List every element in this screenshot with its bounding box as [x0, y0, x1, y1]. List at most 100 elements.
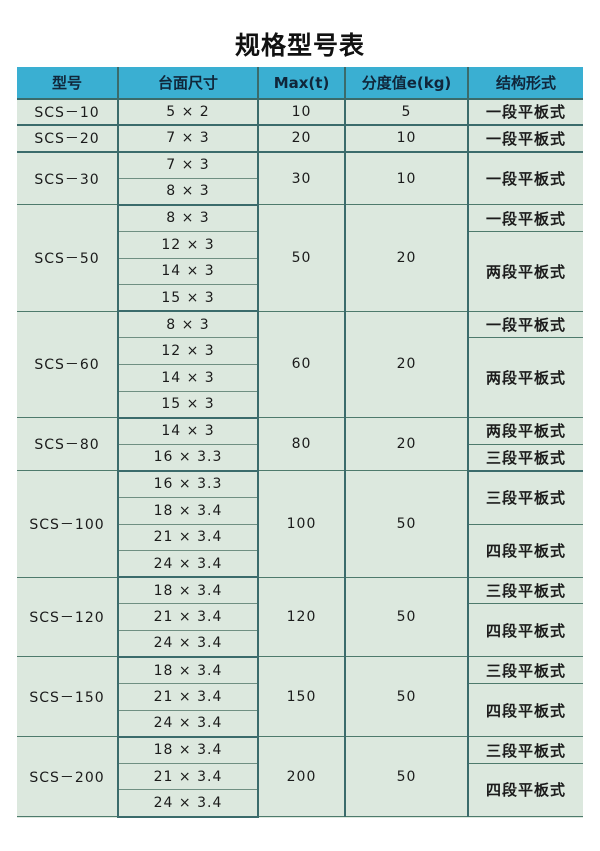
cell-structure-type: 三段平板式 [467, 736, 583, 764]
table-row: 21 × 3.4 四段平板式 [17, 603, 583, 658]
column-header-struct: 结构形式 [467, 67, 583, 100]
cell-max: 20 [257, 125, 346, 153]
table-row: 8 × 3 [17, 178, 583, 206]
cell-max: 200 [257, 736, 346, 818]
column-header-max: Max(t) [257, 67, 346, 100]
cell-structure-type: 一段平板式 [467, 98, 583, 127]
table-row: SCS－120 18 × 3.4 120 50 三段平板式 [17, 577, 583, 658]
table-row: 24 × 3.4 [17, 550, 583, 579]
cell-model: SCS－10 [17, 98, 119, 127]
table-header-row: 型号 台面尺寸 Max(t) 分度值e(kg) 结构形式 [17, 67, 583, 100]
cell-max: 120 [257, 577, 346, 658]
table-row: SCS－200 18 × 3.4 200 50 三段平板式 [17, 736, 583, 818]
table-row: SCS－10 5 × 2 10 5 一段平板式 [17, 98, 583, 127]
cell-size: 24 × 3.4 [118, 630, 258, 658]
cell-size: 14 × 3 [118, 364, 258, 392]
cell-division-value: 50 [344, 470, 469, 578]
cell-max: 10 [257, 98, 346, 127]
table-row: 14 × 3 [17, 364, 583, 392]
cell-structure-type: 四段平板式 [467, 603, 583, 658]
spec-table-container: 型号 台面尺寸 Max(t) 分度值e(kg) 结构形式 SCS－10 5 × 2 10 5 一… [17, 67, 583, 818]
cell-size: 18 × 3.4 [117, 656, 259, 685]
cell-size: 16 × 3.3 [117, 470, 259, 498]
cell-size: 7 × 3 [117, 151, 259, 179]
cell-structure-type: 两段平板式 [467, 337, 583, 419]
cell-size: 16 × 3.3 [118, 444, 259, 472]
cell-model: SCS－20 [17, 125, 119, 153]
table-row: 15 × 3 [17, 391, 583, 419]
cell-size: 24 × 3.4 [118, 550, 258, 579]
cell-size: 21 × 3.4 [118, 763, 259, 791]
table-row: 18 × 3.4 [17, 497, 583, 525]
cell-size: 8 × 3 [117, 311, 259, 339]
column-header-size: 台面尺寸 [117, 67, 259, 100]
cell-size: 15 × 3 [118, 391, 258, 419]
table-row: 12 × 3 两段平板式 [17, 337, 583, 419]
table-row: 12 × 3 两段平板式 [17, 231, 583, 312]
cell-max: 80 [257, 417, 346, 472]
cell-size: 15 × 3 [118, 284, 258, 313]
table-row: 21 × 3.4 四段平板式 [17, 683, 583, 738]
cell-division-value: 50 [344, 656, 469, 738]
cell-max: 100 [257, 470, 346, 578]
table-row: 14 × 3 [17, 258, 583, 286]
cell-size: 14 × 3 [117, 417, 259, 445]
cell-model: SCS－80 [17, 417, 119, 472]
cell-structure-type: 一段平板式 [467, 151, 583, 206]
column-header-e: 分度值e(kg) [344, 67, 469, 100]
table-row: 24 × 3.4 [17, 630, 583, 658]
cell-structure-type: 三段平板式 [467, 577, 583, 605]
cell-structure-type: 三段平板式 [467, 656, 583, 685]
cell-model: SCS－50 [17, 204, 119, 312]
cell-max: 150 [257, 656, 346, 738]
cell-size: 8 × 3 [118, 178, 258, 206]
cell-size: 21 × 3.4 [118, 524, 259, 552]
cell-size: 5 × 2 [117, 98, 259, 127]
cell-max: 30 [257, 151, 346, 206]
cell-model: SCS－30 [17, 151, 119, 206]
cell-max: 60 [257, 311, 346, 419]
cell-size: 8 × 3 [117, 204, 259, 232]
cell-max: 50 [257, 204, 346, 312]
table-row: SCS－80 14 × 3 80 20 两段平板式 [17, 417, 583, 472]
cell-division-value: 50 [344, 736, 469, 818]
cell-model: SCS－60 [17, 311, 119, 419]
cell-structure-type: 一段平板式 [467, 311, 583, 339]
cell-division-value: 10 [344, 125, 469, 153]
cell-size: 7 × 3 [117, 125, 259, 153]
cell-division-value: 5 [344, 98, 469, 127]
cell-size: 21 × 3.4 [118, 603, 259, 631]
cell-division-value: 20 [344, 417, 469, 472]
table-body: SCS－10 5 × 2 10 5 一段平板式 SCS－20 7 × 3 20 10 一段平板式 S… [17, 98, 583, 818]
table-row: 24 × 3.4 [17, 710, 583, 738]
page-title: 规格型号表 [234, 31, 365, 60]
cell-size: 18 × 3.4 [118, 497, 258, 525]
cell-structure-type: 两段平板式 [467, 231, 583, 312]
cell-structure-type: 两段平板式 [467, 417, 583, 445]
cell-structure-type: 四段平板式 [467, 763, 583, 818]
table-row: SCS－100 16 × 3.3 100 50 三段平板式 [17, 470, 583, 578]
column-header-model: 型号 [17, 67, 119, 100]
table-row: 21 × 3.4 四段平板式 [17, 763, 583, 818]
cell-division-value: 20 [344, 311, 469, 419]
cell-division-value: 50 [344, 577, 469, 658]
cell-size: 12 × 3 [118, 337, 259, 365]
cell-size: 24 × 3.4 [118, 789, 258, 818]
table-row: 16 × 3.3 三段平板式 [17, 444, 583, 472]
cell-size: 14 × 3 [118, 258, 258, 286]
cell-division-value: 10 [344, 151, 469, 206]
cell-division-value: 20 [344, 204, 469, 312]
cell-size: 18 × 3.4 [117, 736, 259, 764]
cell-size: 18 × 3.4 [117, 577, 259, 605]
table-row: SCS－30 7 × 3 30 10 一段平板式 [17, 151, 583, 206]
cell-structure-type: 四段平板式 [467, 524, 583, 578]
table-row: 24 × 3.4 [17, 789, 583, 818]
cell-structure-type: 四段平板式 [467, 683, 583, 738]
table-header: 型号 台面尺寸 Max(t) 分度值e(kg) 结构形式 [17, 67, 583, 100]
cell-model: SCS－100 [17, 470, 119, 578]
cell-size: 24 × 3.4 [118, 710, 258, 738]
cell-size: 12 × 3 [118, 231, 259, 259]
cell-size: 21 × 3.4 [118, 683, 259, 711]
table-row: SCS－20 7 × 3 20 10 一段平板式 [17, 125, 583, 153]
cell-structure-type: 一段平板式 [467, 125, 583, 153]
